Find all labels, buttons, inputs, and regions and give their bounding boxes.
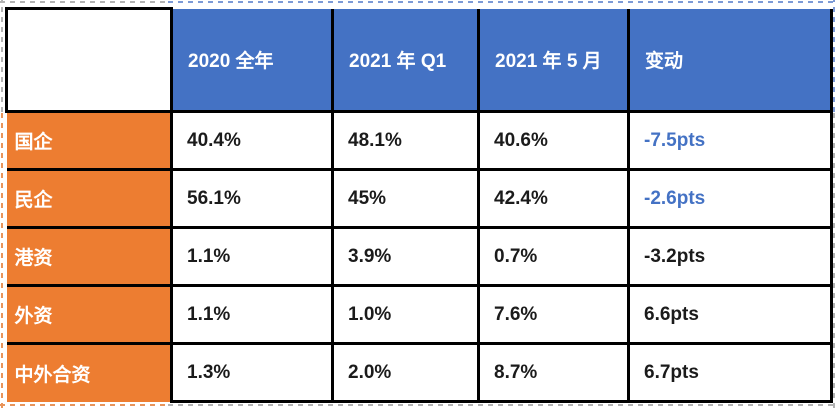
row-label-cell: 民企 — [6, 168, 173, 229]
data-cell: 2.0% — [331, 342, 480, 403]
table-row-private: 民企 56.1% 45% 42.4% -2.6pts — [6, 168, 833, 229]
marquee-segment — [168, 1, 836, 3]
marquee-bottom-edge — [0, 404, 836, 406]
marquee-right-edge — [833, 0, 835, 408]
data-cell: 1.1% — [170, 284, 334, 345]
data-cell: 48.1% — [331, 110, 480, 171]
marquee-segment — [0, 404, 168, 406]
table-row-jv: 中外合资 1.3% 2.0% 8.7% 6.7pts — [6, 342, 833, 403]
header-row: 2020 全年 2021 年 Q1 2021 年 5 月 变动 — [5, 7, 833, 113]
data-cell: 1.0% — [331, 284, 480, 345]
data-cell: 40.6% — [477, 110, 630, 171]
data-cell: 7.6% — [477, 284, 630, 345]
table-header: 2020 全年 2021 年 Q1 2021 年 5 月 变动 — [5, 7, 833, 113]
header-cell-2020: 2020 全年 — [170, 8, 334, 113]
ownership-share-table: 2020 全年 2021 年 Q1 2021 年 5 月 变动 国企 40.4%… — [5, 7, 833, 403]
change-cell: -7.5pts — [627, 110, 833, 171]
table-row-hk: 港资 1.1% 3.9% 0.7% -3.2pts — [6, 226, 833, 287]
data-cell: 1.1% — [170, 226, 334, 287]
data-cell: 56.1% — [170, 168, 334, 229]
marquee-segment — [833, 112, 835, 408]
marquee-segment — [1, 0, 3, 112]
data-cell: 1.3% — [170, 342, 334, 403]
table-row-foreign: 外资 1.1% 1.0% 7.6% 6.6pts — [6, 284, 833, 345]
corner-cell — [5, 7, 173, 113]
change-cell: -2.6pts — [627, 168, 833, 229]
header-cell-2021may: 2021 年 5 月 — [477, 8, 630, 113]
data-cell: 8.7% — [477, 342, 630, 403]
table-row-soe: 国企 40.4% 48.1% 40.6% -7.5pts — [6, 110, 833, 171]
marquee-segment — [0, 1, 168, 3]
change-cell: -3.2pts — [627, 226, 833, 287]
data-cell: 3.9% — [331, 226, 480, 287]
change-cell: 6.6pts — [627, 284, 833, 345]
marquee-segment — [1, 112, 3, 408]
marquee-left-edge — [1, 0, 3, 408]
data-cell: 0.7% — [477, 226, 630, 287]
row-label-cell: 港资 — [6, 226, 173, 287]
marquee-segment — [833, 0, 835, 112]
table-body: 国企 40.4% 48.1% 40.6% -7.5pts 民企 56.1% 45… — [6, 110, 833, 403]
data-cell: 40.4% — [170, 110, 334, 171]
data-cell: 42.4% — [477, 168, 630, 229]
change-cell: 6.7pts — [627, 342, 833, 403]
row-label-cell: 中外合资 — [6, 342, 173, 402]
marquee-segment — [168, 404, 836, 406]
header-cell-change: 变动 — [627, 8, 833, 113]
data-cell: 45% — [331, 168, 480, 229]
row-label-cell: 外资 — [6, 284, 173, 345]
marquee-top-edge — [0, 1, 836, 3]
header-cell-2021q1: 2021 年 Q1 — [331, 8, 480, 113]
row-label-cell: 国企 — [6, 110, 173, 171]
